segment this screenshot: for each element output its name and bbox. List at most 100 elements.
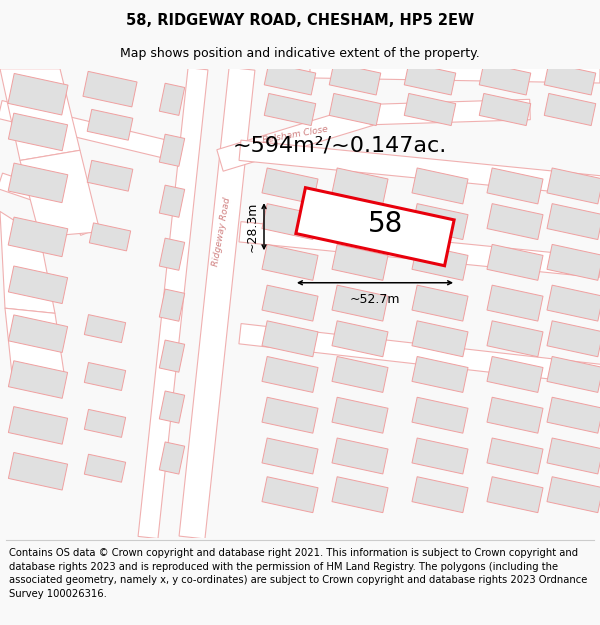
Polygon shape (332, 244, 388, 281)
Polygon shape (487, 168, 543, 204)
Polygon shape (160, 340, 185, 372)
Polygon shape (547, 244, 600, 281)
Polygon shape (547, 477, 600, 512)
Polygon shape (412, 477, 468, 512)
Polygon shape (264, 63, 316, 95)
Polygon shape (487, 244, 543, 281)
Polygon shape (262, 356, 318, 392)
Polygon shape (404, 63, 456, 95)
Polygon shape (487, 438, 543, 474)
Text: ~52.7m: ~52.7m (350, 293, 400, 306)
Polygon shape (412, 356, 468, 392)
Polygon shape (412, 244, 468, 281)
Polygon shape (138, 68, 208, 539)
Polygon shape (547, 398, 600, 433)
Polygon shape (479, 94, 531, 126)
Polygon shape (547, 321, 600, 357)
Polygon shape (487, 398, 543, 433)
Polygon shape (85, 314, 125, 342)
Polygon shape (20, 65, 100, 236)
Polygon shape (87, 109, 133, 140)
Polygon shape (85, 362, 125, 391)
Polygon shape (547, 285, 600, 321)
Polygon shape (544, 94, 596, 126)
Polygon shape (544, 63, 596, 95)
Polygon shape (160, 83, 185, 116)
Polygon shape (8, 361, 68, 398)
Text: Belsham Close: Belsham Close (262, 125, 328, 145)
Polygon shape (412, 398, 468, 433)
Polygon shape (85, 409, 125, 437)
Polygon shape (547, 168, 600, 204)
Polygon shape (404, 94, 456, 126)
Polygon shape (160, 185, 185, 218)
Polygon shape (262, 477, 318, 512)
Polygon shape (332, 168, 388, 204)
Polygon shape (8, 407, 68, 444)
Polygon shape (296, 188, 454, 266)
Polygon shape (0, 101, 172, 159)
Polygon shape (8, 113, 68, 151)
Polygon shape (487, 356, 543, 392)
Polygon shape (8, 452, 68, 490)
Polygon shape (310, 59, 600, 83)
Polygon shape (487, 477, 543, 512)
Polygon shape (160, 134, 185, 166)
Polygon shape (262, 204, 318, 239)
Text: ~594m²/~0.147ac.: ~594m²/~0.147ac. (233, 135, 447, 155)
Polygon shape (262, 244, 318, 281)
Polygon shape (8, 74, 68, 115)
Polygon shape (412, 168, 468, 204)
Polygon shape (239, 324, 600, 384)
Polygon shape (262, 168, 318, 204)
Polygon shape (264, 94, 316, 126)
Polygon shape (412, 204, 468, 239)
Polygon shape (0, 173, 92, 219)
Polygon shape (217, 104, 373, 171)
Polygon shape (547, 438, 600, 474)
Text: Map shows position and indicative extent of the property.: Map shows position and indicative extent… (120, 47, 480, 60)
Polygon shape (332, 204, 388, 239)
Polygon shape (487, 321, 543, 357)
Polygon shape (262, 285, 318, 321)
Polygon shape (487, 285, 543, 321)
Polygon shape (160, 442, 185, 474)
Polygon shape (547, 356, 600, 392)
Polygon shape (412, 285, 468, 321)
Polygon shape (262, 398, 318, 433)
Polygon shape (370, 99, 530, 125)
Polygon shape (332, 285, 388, 321)
Text: ~28.3m: ~28.3m (246, 201, 259, 252)
Polygon shape (412, 321, 468, 357)
Polygon shape (8, 266, 68, 304)
Polygon shape (262, 438, 318, 474)
Polygon shape (179, 68, 255, 539)
Polygon shape (332, 477, 388, 512)
Text: 58: 58 (367, 209, 403, 238)
Polygon shape (160, 391, 185, 423)
Polygon shape (8, 315, 68, 352)
Polygon shape (0, 69, 80, 161)
Polygon shape (547, 204, 600, 239)
Text: Contains OS data © Crown copyright and database right 2021. This information is : Contains OS data © Crown copyright and d… (9, 548, 587, 599)
Polygon shape (332, 438, 388, 474)
Polygon shape (20, 150, 100, 237)
Polygon shape (85, 454, 125, 482)
Text: Ridgeway Road: Ridgeway Road (212, 197, 232, 267)
Polygon shape (160, 238, 185, 270)
Polygon shape (87, 161, 133, 191)
Polygon shape (239, 140, 600, 196)
Polygon shape (329, 94, 381, 126)
Polygon shape (0, 211, 55, 313)
Text: 58, RIDGEWAY ROAD, CHESHAM, HP5 2EW: 58, RIDGEWAY ROAD, CHESHAM, HP5 2EW (126, 13, 474, 28)
Polygon shape (412, 438, 468, 474)
Polygon shape (479, 63, 531, 95)
Polygon shape (332, 398, 388, 433)
Polygon shape (329, 63, 381, 95)
Polygon shape (332, 321, 388, 357)
Polygon shape (5, 308, 65, 379)
Polygon shape (83, 71, 137, 107)
Polygon shape (160, 289, 185, 321)
Polygon shape (262, 321, 318, 357)
Polygon shape (8, 163, 68, 202)
